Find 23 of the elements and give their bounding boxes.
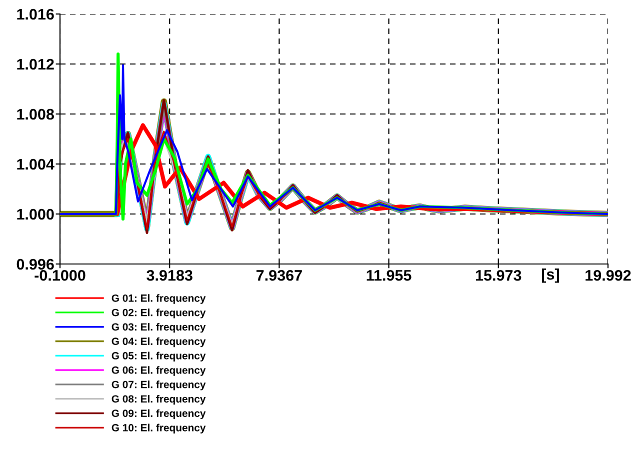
y-tick-label: 1.012: [17, 58, 54, 70]
x-axis-title: [s]: [542, 268, 559, 283]
legend-label: G 01: El. frequency: [112, 294, 206, 304]
legend-label: G 05: El. frequency: [112, 352, 206, 362]
x-tick-label: 19.992: [586, 270, 631, 281]
x-tick-label: 3.9183: [146, 270, 192, 281]
legend-label: G 08: El. frequency: [112, 394, 206, 405]
x-tick-label: 15.973: [476, 270, 522, 281]
y-tick-label: 0.996: [16, 258, 54, 270]
legend-label: G 07: El. frequency: [112, 380, 206, 390]
legend-label: G 06: El. frequency: [112, 366, 206, 376]
x-tick-label: -0.1000: [34, 270, 86, 281]
legend-label: G 03: El. frequency: [112, 322, 206, 333]
legend-label: G 09: El. frequency: [112, 409, 206, 420]
y-tick-label: 1.004: [17, 158, 54, 170]
legend-label: G 10: El. frequency: [112, 424, 206, 434]
y-tick-label: 1.016: [17, 8, 54, 20]
x-tick-label: 7.9367: [256, 270, 302, 281]
legend-label: G 04: El. frequency: [112, 337, 206, 348]
y-tick-label: 1.008: [17, 108, 54, 120]
x-tick-label: 11.955: [366, 270, 412, 281]
legend-label: G 02: El. frequency: [112, 308, 206, 318]
y-tick-label: 1.000: [17, 208, 54, 220]
